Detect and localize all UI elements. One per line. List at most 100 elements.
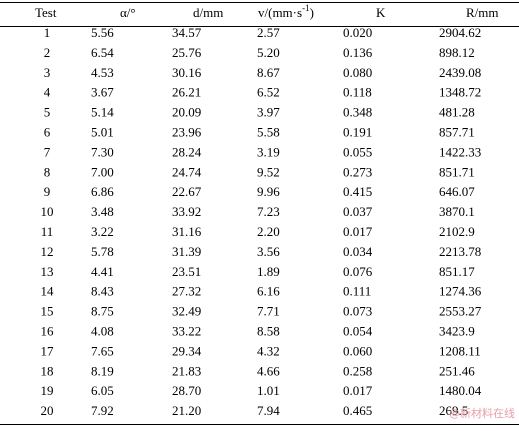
- cell: 3.56: [257, 244, 280, 259]
- cell: 6.86: [91, 184, 114, 199]
- cell: 1480.04: [439, 383, 482, 398]
- cell: 0.020: [343, 25, 372, 40]
- cell: 2553.27: [439, 304, 482, 319]
- cell: 6.54: [91, 45, 114, 60]
- cell: 1: [44, 25, 51, 40]
- cell: 9: [44, 184, 51, 199]
- cell: 21.20: [172, 403, 201, 418]
- cell: 2.20: [257, 224, 280, 239]
- header-sup: -1: [302, 3, 310, 13]
- cell: 9.52: [257, 164, 280, 179]
- cell: 4.08: [91, 323, 114, 338]
- cell: 0.273: [343, 164, 372, 179]
- cell: 3: [44, 65, 51, 80]
- cell: 0.017: [343, 383, 373, 398]
- cell: 8.75: [91, 304, 114, 319]
- cell: 6.05: [91, 383, 114, 398]
- cell: 8.43: [91, 284, 114, 299]
- cell: 0.415: [343, 184, 372, 199]
- cell: 5.01: [91, 124, 114, 139]
- header-cell: K: [376, 5, 386, 20]
- header-cell: Test: [35, 5, 57, 20]
- cell: 7.94: [257, 403, 280, 418]
- cell: 0.073: [343, 304, 372, 319]
- cell: 4: [44, 85, 51, 100]
- cell: 18: [41, 363, 54, 378]
- cell: 2: [44, 45, 51, 60]
- cell: 5: [44, 105, 51, 120]
- cell: 2904.62: [439, 25, 481, 40]
- cell: 1.01: [257, 383, 280, 398]
- cell: 16: [41, 323, 55, 338]
- cell: 851.17: [439, 264, 475, 279]
- cell: 4.66: [257, 363, 280, 378]
- cell: 3.19: [257, 144, 280, 159]
- header-text: v/(mm·s: [258, 5, 302, 20]
- cell: 0.037: [343, 204, 373, 219]
- cell: 33.92: [172, 204, 201, 219]
- cell: 0.054: [343, 323, 373, 338]
- cell: 1348.72: [439, 85, 481, 100]
- cell: 3870.1: [439, 204, 475, 219]
- header-tail: ): [310, 5, 314, 20]
- cell: 6.16: [257, 284, 280, 299]
- cell: 8.58: [257, 323, 280, 338]
- cell: 251.46: [439, 363, 475, 378]
- cell: 17: [41, 343, 55, 358]
- cell: 29.34: [172, 343, 202, 358]
- cell: 0.258: [343, 363, 372, 378]
- cell: 7.92: [91, 403, 114, 418]
- cell: 3.48: [91, 204, 114, 219]
- cell: 28.70: [172, 383, 201, 398]
- cell: 3423.9: [439, 323, 475, 338]
- cell: 11: [41, 224, 54, 239]
- cell: 28.24: [172, 144, 202, 159]
- cell: 8: [44, 164, 51, 179]
- cell: 269.5: [439, 403, 468, 418]
- cell: 3.67: [91, 85, 114, 100]
- cell: 34.57: [172, 25, 202, 40]
- header-cell: d/mm: [193, 5, 223, 20]
- cell: 4.41: [91, 264, 114, 279]
- cell: 5.78: [91, 244, 114, 259]
- cell: 857.71: [439, 124, 475, 139]
- cell: 24.74: [172, 164, 202, 179]
- cell: 8.19: [91, 363, 114, 378]
- cell: 31.16: [172, 224, 202, 239]
- cell: 9.96: [257, 184, 280, 199]
- cell: 8.67: [257, 65, 280, 80]
- cell: 5.20: [257, 45, 280, 60]
- cell: 15: [41, 304, 54, 319]
- cell: 1208.11: [439, 343, 481, 358]
- cell: 2.57: [257, 25, 280, 40]
- cell: 25.76: [172, 45, 202, 60]
- cell: 7.23: [257, 204, 280, 219]
- cell: 4.53: [91, 65, 114, 80]
- cell: 0.017: [343, 224, 373, 239]
- cell: 0.465: [343, 403, 372, 418]
- cell: 33.22: [172, 323, 201, 338]
- cell: 6.52: [257, 85, 280, 100]
- cell: 7: [44, 144, 51, 159]
- cell: 5.58: [257, 124, 280, 139]
- cell: 12: [41, 244, 54, 259]
- cell: 21.83: [172, 363, 201, 378]
- cell: 22.67: [172, 184, 202, 199]
- cell: 7.30: [91, 144, 114, 159]
- cell: 13: [41, 264, 54, 279]
- cell: 32.49: [172, 304, 201, 319]
- cell: 0.111: [343, 284, 371, 299]
- cell: 5.14: [91, 105, 114, 120]
- header-cell: R/mm: [466, 5, 499, 20]
- cell: 0.080: [343, 65, 372, 80]
- cell: 0.076: [343, 264, 373, 279]
- cell: 26.21: [172, 85, 201, 100]
- cell: 27.32: [172, 284, 201, 299]
- cell: 0.348: [343, 105, 372, 120]
- watermark: @新材料在线: [449, 406, 515, 420]
- cell: 19: [41, 383, 54, 398]
- cell: 1274.36: [439, 284, 482, 299]
- cell: 851.71: [439, 164, 475, 179]
- cell: 7.71: [257, 304, 280, 319]
